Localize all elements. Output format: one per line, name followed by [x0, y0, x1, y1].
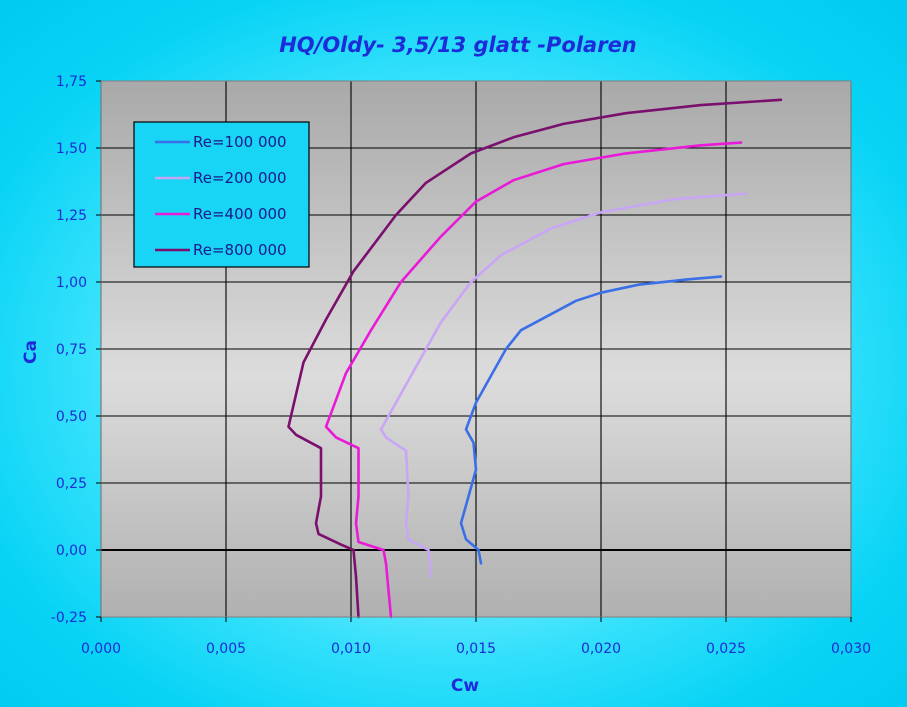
series-line-2: [379, 192, 748, 579]
x-axis-title: Cw: [451, 676, 479, 696]
series-line-3: [324, 141, 743, 619]
y-tick-label: 1,75: [56, 74, 87, 90]
x-tick-label: 0,030: [831, 641, 871, 657]
legend-label: Re=200 000: [193, 169, 287, 187]
y-tick-label: 1,00: [56, 275, 87, 291]
x-tick-label: 0,005: [206, 641, 246, 657]
y-tick-label: 0,00: [56, 543, 87, 559]
legend-box: [133, 121, 310, 268]
x-tick-label: 0,010: [331, 641, 371, 657]
x-tick-label: 0,015: [456, 641, 496, 657]
ticks-layer: 0,000 0,005 0,010 0,015 0,020 0,025 0,030 -0,25…: [51, 74, 871, 657]
x-tick-label: 0,000: [81, 641, 121, 657]
legend-items: Re=100 000 Re=200 000 Re=400 000 Re=800 000: [155, 133, 287, 259]
y-tick-label: 0,25: [56, 476, 87, 492]
x-tick-label: 0,020: [581, 641, 621, 657]
y-axis-title: Ca: [21, 340, 41, 364]
series-line-1: [459, 275, 723, 565]
x-tick-label: 0,025: [706, 641, 746, 657]
y-tick-label: 1,25: [56, 208, 87, 224]
legend-label: Re=800 000: [193, 241, 287, 259]
y-tick-label: -0,25: [51, 610, 87, 626]
chart-title: HQ/Oldy- 3,5/13 glatt -Polaren: [279, 33, 637, 57]
y-tick-label: 0,50: [56, 409, 87, 425]
legend-label: Re=100 000: [193, 133, 287, 151]
y-tick-label: 1,50: [56, 141, 87, 157]
legend: Re=100 000 Re=200 000 Re=400 000 Re=800 000: [133, 121, 310, 268]
series-layer: [287, 98, 783, 619]
series-line-4: [287, 98, 783, 619]
y-tick-label: 0,75: [56, 342, 87, 358]
legend-label: Re=400 000: [193, 205, 287, 223]
